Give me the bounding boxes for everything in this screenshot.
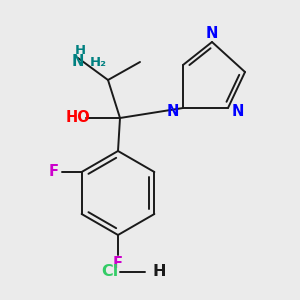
Text: N: N: [167, 103, 179, 118]
Text: Cl: Cl: [101, 265, 118, 280]
Text: N: N: [206, 26, 218, 41]
Text: H: H: [74, 44, 86, 56]
Text: F: F: [113, 256, 123, 271]
Text: N: N: [232, 103, 244, 118]
Text: F: F: [49, 164, 58, 179]
Text: HO: HO: [66, 110, 90, 125]
Text: H₂: H₂: [90, 56, 107, 68]
Text: H: H: [152, 265, 166, 280]
Text: N: N: [72, 55, 84, 70]
